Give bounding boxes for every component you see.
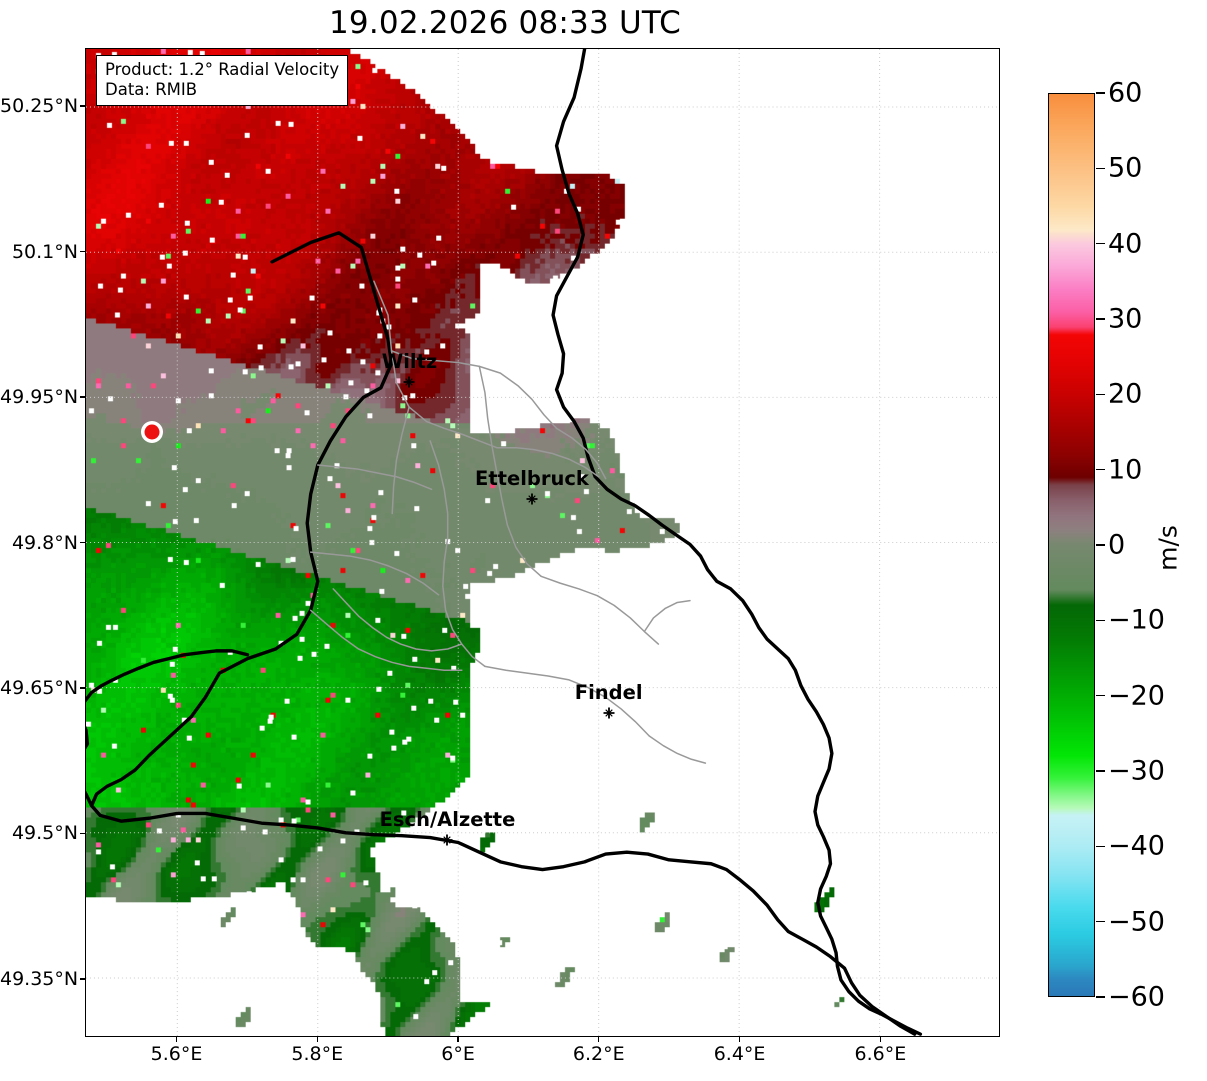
x-axis-tick-label: 5.8°E <box>291 1043 344 1065</box>
colorbar-tick-label: −10 <box>1108 604 1165 636</box>
colorbar-tick-label: −20 <box>1108 680 1165 712</box>
colorbar-tick-label: −30 <box>1108 755 1165 787</box>
city-marker-icon <box>403 373 416 388</box>
colorbar-tick-label: −50 <box>1108 906 1165 938</box>
info-product-line: Product: 1.2° Radial Velocity <box>105 60 340 79</box>
y-axis-tick-label: 49.65°N <box>0 676 79 699</box>
colorbar-tick-label: 10 <box>1108 454 1143 486</box>
colorbar-tick-mark <box>1096 845 1105 848</box>
map-plot-area[interactable] <box>85 48 1000 1037</box>
y-axis-tick-label: 49.95°N <box>0 386 79 409</box>
y-axis-tick-mark <box>80 541 85 544</box>
x-axis-tick-mark <box>175 1037 178 1042</box>
x-axis-tick-mark <box>457 1037 459 1042</box>
y-axis-tick-label: 49.8°N <box>11 531 78 554</box>
colorbar-tick-mark <box>1096 167 1105 170</box>
colorbar[interactable] <box>1048 93 1095 997</box>
x-axis-tick-mark <box>316 1037 318 1042</box>
colorbar-tick-label: 20 <box>1108 378 1143 410</box>
colorbar-tick-mark <box>1096 770 1105 772</box>
x-axis-tick-mark <box>738 1037 741 1042</box>
colorbar-title: m/s <box>1153 525 1183 571</box>
colorbar-tick-mark <box>1096 920 1105 923</box>
colorbar-tick-mark <box>1096 468 1105 471</box>
city-label-wiltz: Wiltz <box>381 349 438 373</box>
info-box: Product: 1.2° Radial Velocity Data: RMIB <box>96 55 349 106</box>
y-axis-tick-label: 50.1°N <box>11 240 78 263</box>
y-axis-tick-label: 49.35°N <box>0 967 79 990</box>
colorbar-tick-mark <box>1096 92 1105 94</box>
x-axis-tick-label: 6°E <box>441 1043 475 1065</box>
colorbar-tick-label: −60 <box>1108 981 1165 1013</box>
y-axis-tick-mark <box>80 832 85 835</box>
colorbar-tick-label: 0 <box>1108 529 1126 561</box>
y-axis-tick-label: 49.5°N <box>11 822 78 845</box>
y-axis-tick-mark <box>80 978 85 980</box>
colorbar-tick-mark <box>1096 318 1105 320</box>
colorbar-tick-label: 30 <box>1108 303 1143 335</box>
city-marker-icon <box>525 490 538 505</box>
colorbar-tick-label: 60 <box>1108 77 1143 109</box>
city-label-ettelbruck: Ettelbruck <box>475 466 589 490</box>
y-axis-tick-mark <box>80 105 85 107</box>
colorbar-tick-mark <box>1096 694 1105 697</box>
y-axis-tick-mark <box>80 687 85 689</box>
colorbar-tick-label: 50 <box>1108 152 1143 184</box>
colorbar-tick-mark <box>1096 544 1105 546</box>
city-label-esch-alzette: Esch/Alzette <box>379 808 516 832</box>
info-data-line: Data: RMIB <box>105 80 198 99</box>
colorbar-tick-label: 40 <box>1108 228 1143 260</box>
x-axis-tick-label: 5.6°E <box>150 1043 203 1065</box>
x-axis-tick-mark <box>598 1037 600 1042</box>
colorbar-tick-mark <box>1096 242 1105 245</box>
map-overlay-borders <box>86 49 999 1036</box>
x-axis-tick-label: 6.6°E <box>854 1043 907 1065</box>
city-marker-icon <box>441 832 454 846</box>
colorbar-tick-mark <box>1096 393 1105 396</box>
colorbar-gradient <box>1049 94 1094 996</box>
x-axis-tick-label: 6.4°E <box>713 1043 766 1065</box>
colorbar-tick-mark <box>1096 619 1105 622</box>
city-label-findel: Findel <box>574 681 643 705</box>
y-axis-tick-label: 50.25°N <box>0 95 79 118</box>
x-axis-tick-label: 6.2°E <box>572 1043 625 1065</box>
colorbar-tick-mark <box>1096 996 1105 998</box>
x-axis-tick-mark <box>879 1037 882 1042</box>
y-axis-tick-mark <box>80 396 85 398</box>
city-marker-icon <box>602 705 615 719</box>
y-axis-tick-mark <box>80 250 85 253</box>
radar-site-marker <box>140 420 163 443</box>
page-title: 19.02.2026 08:33 UTC <box>329 5 681 41</box>
colorbar-tick-label: −40 <box>1108 830 1165 862</box>
